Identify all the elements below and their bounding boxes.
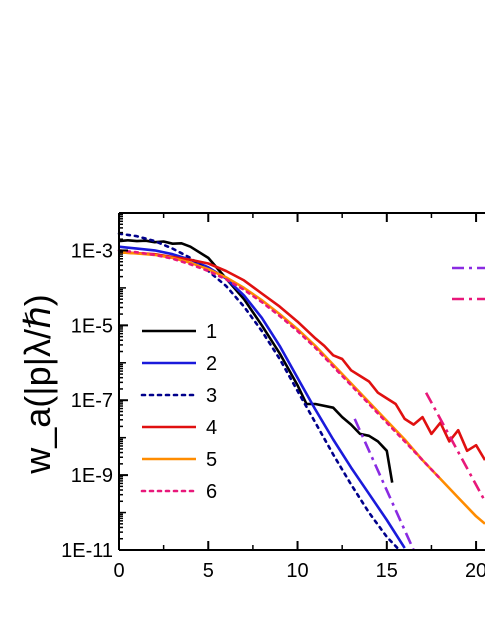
y-tick-label: 1E-9	[71, 465, 113, 487]
legend-extra	[452, 266, 485, 301]
legend-label-3: 3	[206, 385, 217, 407]
series-1-line	[118, 239, 394, 483]
plot-area	[119, 213, 485, 550]
legend-label-4: 4	[206, 417, 217, 439]
x-tick-label: 20	[465, 560, 485, 582]
y-tick-label: 1E-3	[71, 240, 113, 262]
legend-label-6: 6	[206, 481, 217, 503]
x-tick-label: 15	[376, 560, 398, 582]
series-layer	[117, 232, 485, 552]
x-tick-label: 5	[203, 560, 214, 582]
legend-label-1: 1	[206, 321, 217, 343]
y-tick-label: 1E-7	[71, 390, 113, 412]
legend: 1 2 3 4 5 6	[140, 321, 217, 503]
legend-label-2: 2	[206, 353, 217, 375]
y-tick-label: 1E-11	[61, 540, 113, 562]
series-2-line	[118, 245, 406, 549]
reference-line-6	[353, 418, 415, 551]
series-3-line	[117, 232, 401, 552]
x-tick-label: 10	[286, 560, 308, 582]
legend-label-5: 5	[206, 449, 217, 471]
y-tick-label: 1E-5	[71, 315, 113, 337]
y-axis-title: w_a(|p|λ/ℏ)	[17, 294, 58, 475]
plot-background	[119, 213, 485, 550]
series-4-line	[118, 251, 485, 461]
x-tick-label: 0	[113, 560, 124, 582]
series-6-line	[117, 249, 442, 481]
reference-line-7	[424, 392, 485, 502]
